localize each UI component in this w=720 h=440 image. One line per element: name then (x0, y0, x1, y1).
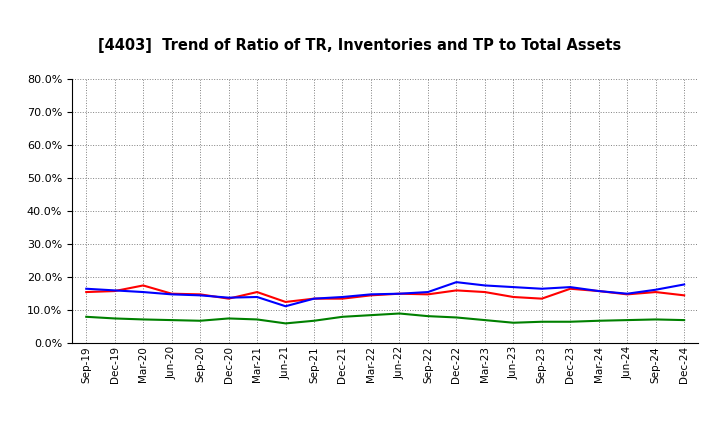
Trade Payables (110, 316, 119, 321)
Trade Receivables (338, 296, 347, 301)
Trade Payables (480, 318, 489, 323)
Trade Receivables (652, 290, 660, 295)
Inventories (623, 291, 631, 297)
Inventories (310, 296, 318, 301)
Inventories (82, 286, 91, 291)
Trade Payables (139, 317, 148, 322)
Trade Payables (566, 319, 575, 324)
Trade Receivables (680, 293, 688, 298)
Inventories (423, 290, 432, 295)
Trade Payables (82, 314, 91, 319)
Trade Payables (423, 313, 432, 319)
Inventories (167, 292, 176, 297)
Inventories (110, 288, 119, 293)
Trade Payables (652, 317, 660, 322)
Trade Receivables (167, 291, 176, 297)
Trade Payables (310, 318, 318, 323)
Trade Payables (395, 311, 404, 316)
Trade Receivables (423, 292, 432, 297)
Inventories (509, 285, 518, 290)
Trade Receivables (566, 286, 575, 291)
Inventories (253, 294, 261, 300)
Trade Payables (167, 318, 176, 323)
Line: Inventories: Inventories (86, 282, 684, 306)
Trade Receivables (537, 296, 546, 301)
Inventories (680, 282, 688, 287)
Trade Receivables (509, 294, 518, 300)
Trade Receivables (139, 283, 148, 288)
Inventories (480, 283, 489, 288)
Inventories (338, 294, 347, 300)
Trade Payables (225, 316, 233, 321)
Trade Receivables (366, 293, 375, 298)
Inventories (452, 279, 461, 285)
Trade Receivables (110, 289, 119, 294)
Inventories (537, 286, 546, 291)
Trade Payables (595, 318, 603, 323)
Trade Payables (509, 320, 518, 326)
Trade Payables (452, 315, 461, 320)
Inventories (225, 295, 233, 300)
Inventories (139, 290, 148, 295)
Inventories (282, 304, 290, 309)
Trade Receivables (225, 296, 233, 301)
Inventories (652, 287, 660, 292)
Trade Payables (196, 318, 204, 323)
Trade Payables (338, 314, 347, 319)
Trade Payables (253, 317, 261, 322)
Text: [4403]  Trend of Ratio of TR, Inventories and TP to Total Assets: [4403] Trend of Ratio of TR, Inventories… (99, 38, 621, 53)
Trade Payables (680, 318, 688, 323)
Trade Receivables (310, 296, 318, 301)
Inventories (395, 291, 404, 297)
Trade Receivables (452, 288, 461, 293)
Trade Payables (623, 318, 631, 323)
Line: Trade Payables: Trade Payables (86, 313, 684, 323)
Trade Receivables (595, 289, 603, 294)
Inventories (566, 285, 575, 290)
Trade Payables (537, 319, 546, 324)
Trade Receivables (623, 292, 631, 297)
Inventories (366, 292, 375, 297)
Line: Trade Receivables: Trade Receivables (86, 286, 684, 302)
Trade Receivables (395, 291, 404, 297)
Trade Payables (366, 312, 375, 318)
Inventories (595, 289, 603, 294)
Trade Receivables (282, 299, 290, 304)
Trade Receivables (253, 290, 261, 295)
Trade Receivables (82, 290, 91, 295)
Trade Payables (282, 321, 290, 326)
Trade Receivables (196, 292, 204, 297)
Inventories (196, 293, 204, 298)
Trade Receivables (480, 290, 489, 295)
